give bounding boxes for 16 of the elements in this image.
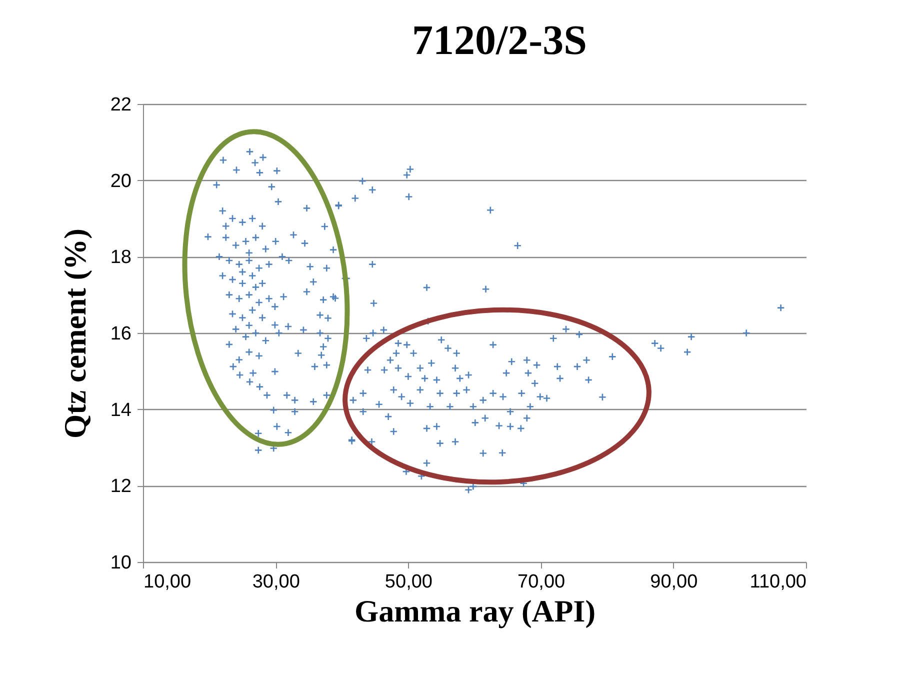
y-tick-label: 16 [110,324,132,344]
y-tick-label: 14 [110,400,132,421]
x-tick-label: 70,00 [518,572,566,592]
x-axis-title: Gamma ray (API) [354,594,596,628]
x-tick-label: 10,00 [144,572,192,592]
y-tick-label: 22 [110,94,132,116]
x-tick-label: 110,00 [750,572,806,592]
x-tick-label: 30,00 [252,572,300,592]
y-tick-label: 12 [110,476,132,498]
y-axis-title: Qtz cement (%) [57,228,92,439]
y-tick-label: 10 [110,552,132,574]
x-tick-label: 90,00 [650,572,698,592]
y-tick-label: 20 [110,170,132,192]
chart-title: 7120/2-3S [412,18,588,64]
y-tick-label: 18 [110,247,132,268]
x-tick-label: 50,00 [384,572,432,592]
